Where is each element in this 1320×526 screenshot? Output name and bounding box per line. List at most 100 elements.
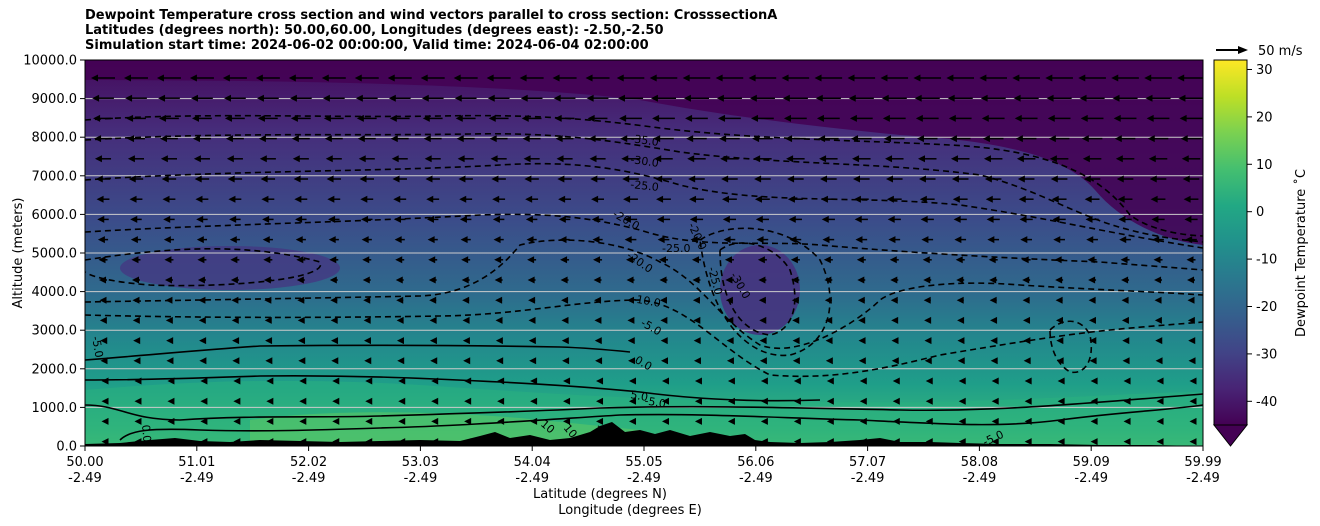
wind-arrow <box>1188 357 1196 365</box>
wind-arrow <box>759 357 767 365</box>
wind-arrow <box>627 316 635 324</box>
wind-arrow <box>563 377 571 385</box>
wind-arrow <box>396 296 404 304</box>
wind-arrow <box>792 316 800 324</box>
wind-arrow <box>759 316 767 324</box>
wind-arrow <box>365 377 373 385</box>
wind-arrow <box>496 357 504 365</box>
wind-arrow <box>528 296 536 304</box>
wind-arrow <box>231 296 239 304</box>
wind-arrow <box>727 377 735 385</box>
wind-arrow <box>329 256 339 264</box>
wind-arrow <box>815 94 841 102</box>
wind-arrow <box>431 417 439 425</box>
wind-arrow <box>882 114 906 122</box>
wind-arrow <box>365 397 373 405</box>
wind-arrow <box>890 276 899 284</box>
wind-arrow <box>422 114 443 122</box>
wind-arrow <box>1114 135 1136 143</box>
wind-arrow <box>691 256 701 264</box>
wind-arrow <box>299 377 307 385</box>
wind-arrow <box>787 195 803 203</box>
x-tick-label-longitude: -2.49 <box>180 471 214 486</box>
x-axis: 50.00-2.4951.01-2.4952.02-2.4953.03-2.49… <box>66 446 1222 486</box>
wind-arrow <box>233 397 241 405</box>
wind-arrow <box>165 296 173 304</box>
wind-arrow <box>1023 337 1031 345</box>
contour-label: 0.0 <box>139 424 153 443</box>
wind-arrow <box>824 276 833 284</box>
wind-arrow <box>725 296 733 304</box>
wind-arrow <box>361 215 373 223</box>
wind-arrow <box>332 397 340 405</box>
wind-arrow <box>621 155 640 163</box>
wind-arrow <box>165 316 173 324</box>
wind-arrow <box>749 94 775 102</box>
wind-arrow <box>859 438 867 446</box>
wind-arrow <box>230 276 239 284</box>
wind-arrow <box>101 397 109 405</box>
wind-arrow <box>1024 417 1032 425</box>
wind-arrow <box>291 135 310 143</box>
wind-arrow <box>554 114 575 122</box>
wind-arrow <box>324 135 343 143</box>
wind-arrow <box>529 357 537 365</box>
wind-arrow <box>1079 94 1105 102</box>
wind-arrow <box>189 74 214 82</box>
wind-arrow <box>720 155 739 163</box>
colorbar-tick-label: -10 <box>1256 253 1277 268</box>
wind-arrow <box>100 337 108 345</box>
wind-arrow <box>232 357 240 365</box>
y-axis-label: Altitude (meters) <box>11 198 26 309</box>
wind-arrow <box>167 438 175 446</box>
wind-arrow <box>1118 215 1132 223</box>
wind-arrow <box>297 316 305 324</box>
wind-arrow <box>1089 357 1097 365</box>
wind-arrow <box>958 377 966 385</box>
wind-arrow <box>299 397 307 405</box>
wind-arrow <box>495 316 503 324</box>
wind-arrow <box>260 175 276 183</box>
wind-arrow <box>819 155 838 163</box>
wind-arrow <box>660 337 668 345</box>
wind-arrow <box>847 74 876 82</box>
wind-arrow <box>1080 114 1104 122</box>
wind-arrow <box>1090 377 1098 385</box>
wind-arrow <box>693 337 701 345</box>
wind-arrow <box>424 155 441 163</box>
wind-arrow <box>1055 276 1064 284</box>
wind-arrow <box>229 236 240 244</box>
wind-arrow <box>425 175 440 183</box>
wind-arrow <box>397 357 405 365</box>
wind-arrow <box>1022 296 1030 304</box>
wind-arrow <box>1187 316 1195 324</box>
wind-arrow <box>596 397 604 405</box>
wind-arrow <box>558 215 571 223</box>
wind-arrow <box>233 417 241 425</box>
wind-arrow <box>459 215 472 223</box>
wind-arrow <box>330 316 338 324</box>
wind-arrow <box>924 337 932 345</box>
wind-arrow <box>1154 296 1162 304</box>
wind-arrow <box>1017 175 1035 183</box>
wind-arrow <box>1088 316 1096 324</box>
wind-arrow <box>688 175 705 183</box>
wind-arrow <box>596 417 604 425</box>
wind-arrow <box>1151 215 1165 223</box>
x-tick-label-latitude: 54.04 <box>514 455 551 470</box>
wind-arrow <box>793 397 801 405</box>
wind-arrow <box>429 316 437 324</box>
wind-arrow <box>561 296 569 304</box>
wind-arrow <box>722 215 737 223</box>
wind-arrow <box>1123 397 1131 405</box>
wind-arrow <box>588 135 607 143</box>
wind-arrow <box>654 155 673 163</box>
wind-arrow <box>266 397 274 405</box>
wind-arrow <box>859 417 867 425</box>
wind-arrow <box>128 175 144 183</box>
wind-arrow <box>616 74 645 82</box>
wind-arrow <box>427 236 438 244</box>
title-line-2: Latitudes (degrees north): 50.00,60.00, … <box>85 23 664 38</box>
wind-arrow <box>793 438 801 446</box>
wind-arrow <box>629 417 637 425</box>
